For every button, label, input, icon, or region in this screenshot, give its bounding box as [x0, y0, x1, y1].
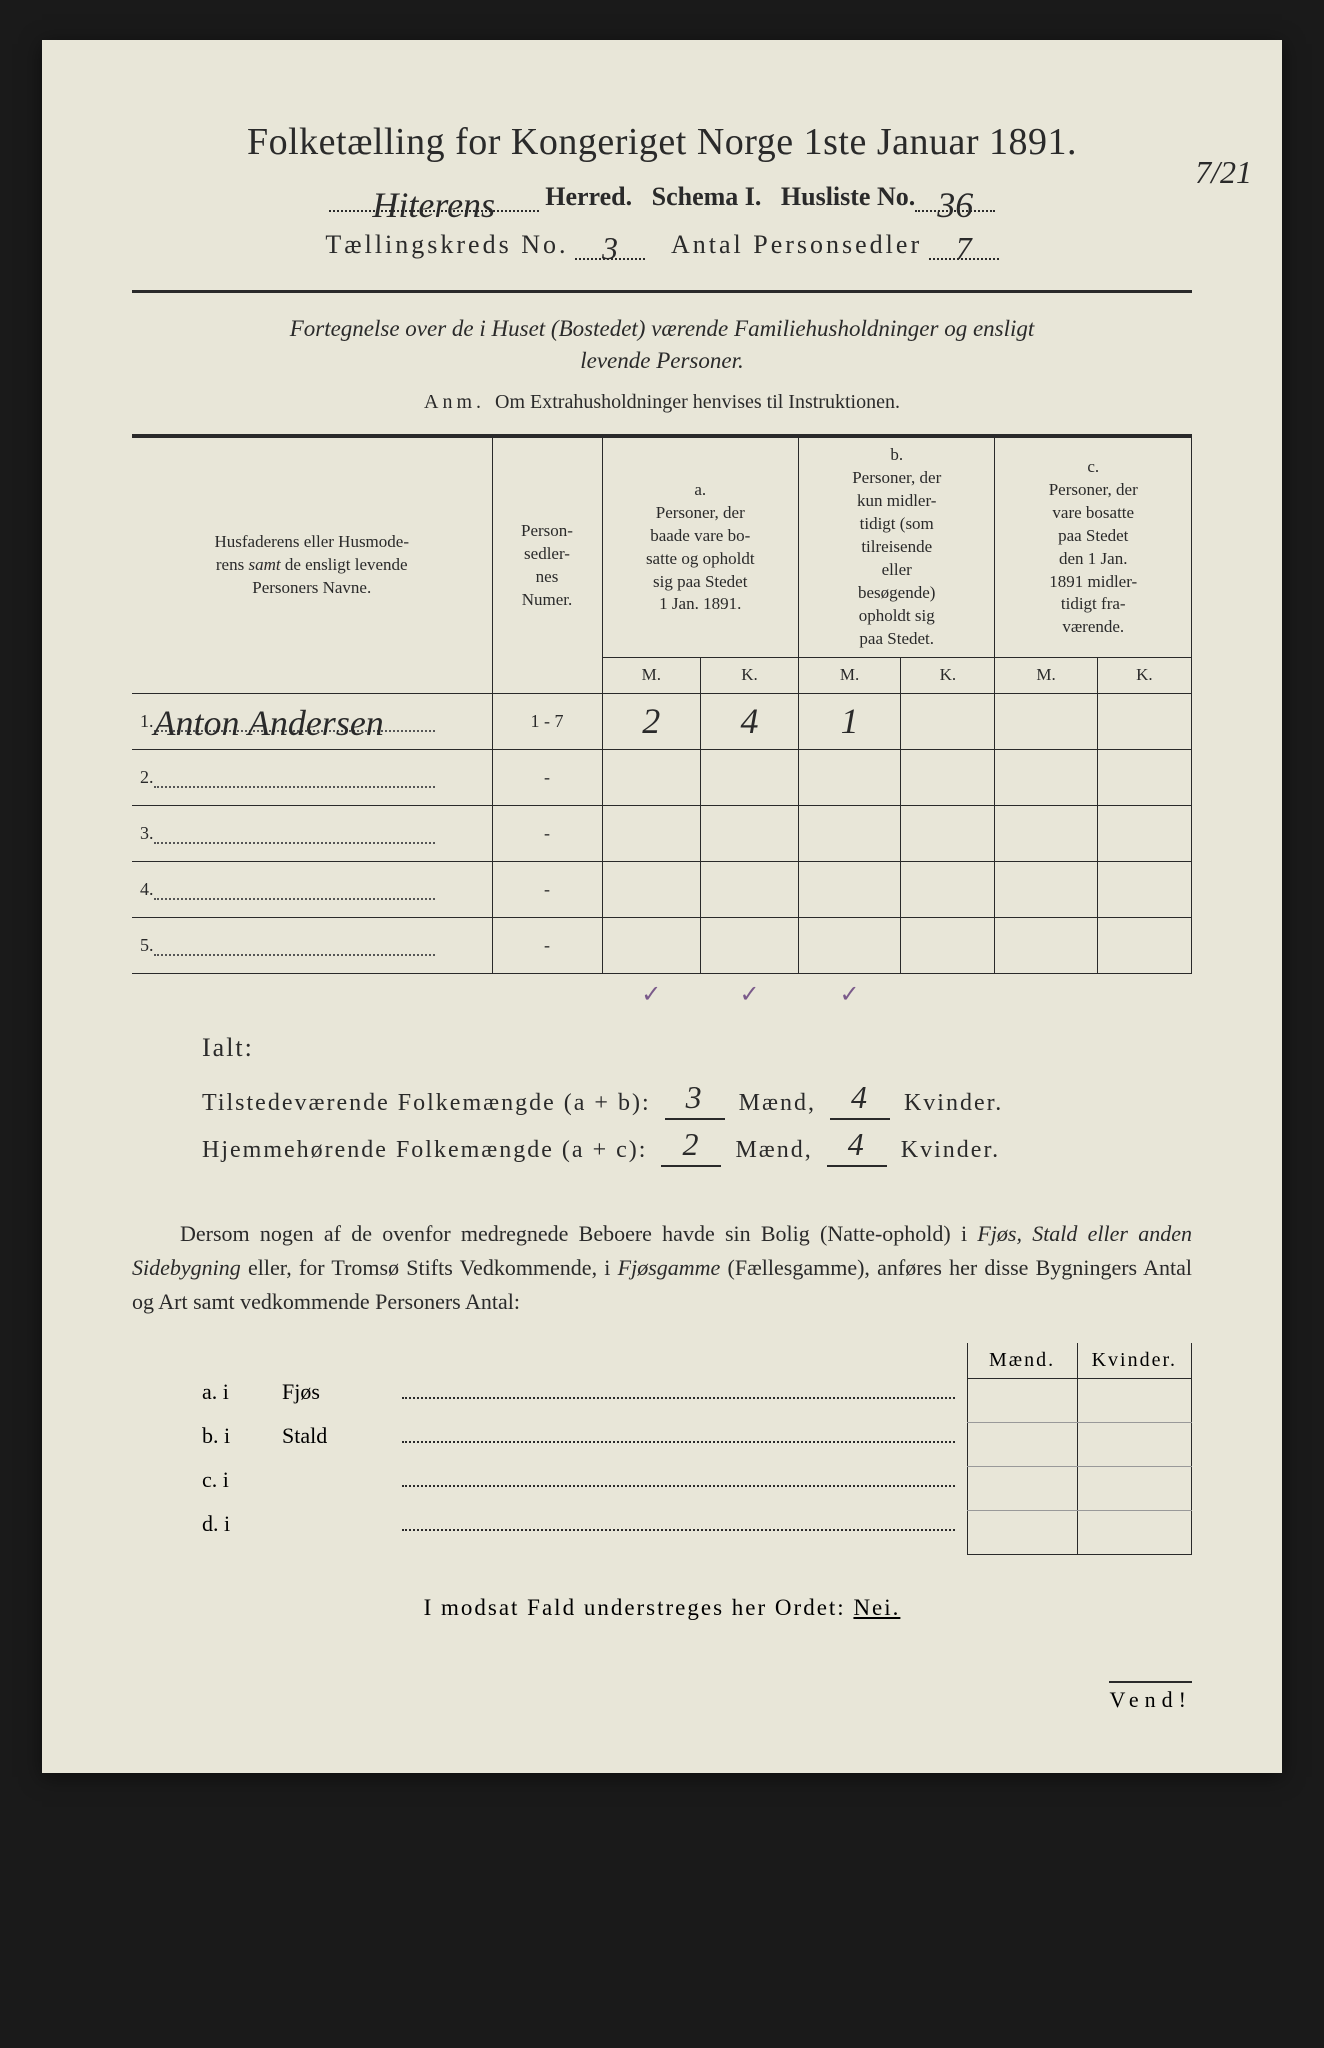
th-personsedler: Person-sedler-nesNumer.: [492, 436, 602, 693]
table-row: 3. -: [132, 805, 1192, 861]
cell: [995, 693, 1097, 749]
name-value: Anton Andersen: [154, 703, 384, 743]
table-row: 1.Anton Andersen 1 - 7 2 4 1: [132, 693, 1192, 749]
fortegnelse-heading: Fortegnelse over de i Huset (Bostedet) v…: [132, 313, 1192, 377]
th-a-k: K.: [701, 657, 799, 693]
th-kvinder: Kvinder.: [1077, 1343, 1191, 1379]
mk-table: Mænd.Kvinder.: [967, 1343, 1192, 1555]
sb-row: c. i: [202, 1467, 955, 1493]
th-group-c: c. Personer, dervare bosattepaa Stedetde…: [995, 436, 1192, 657]
tilstedevaerende-line: Tilstedeværende Folkemængde (a + b): 3 M…: [202, 1081, 1192, 1120]
ialt-label: Ialt:: [202, 1033, 1192, 1063]
divider: [132, 290, 1192, 293]
th-a-m: M.: [602, 657, 701, 693]
cell: [1097, 693, 1191, 749]
vend-label: Vend!: [1109, 1681, 1192, 1713]
herred-label: Herred.: [545, 182, 632, 211]
cell: 2: [602, 693, 701, 749]
tkreds-label: Tællingskreds No.: [325, 230, 568, 259]
antal-value: 7: [956, 230, 972, 266]
husliste-label: Husliste No.: [781, 182, 915, 211]
census-form-page: 7/21 Folketælling for Kongeriget Norge 1…: [42, 40, 1282, 1773]
th-c-m: M.: [995, 657, 1097, 693]
sb-row: d. i: [202, 1511, 955, 1537]
anm-note: Anm. Om Extrahusholdninger henvises til …: [132, 391, 1192, 414]
header-line-2: Hiterens Herred. Schema I. Husliste No.3…: [132, 182, 1192, 212]
th-b-k: K.: [901, 657, 995, 693]
sb-row: a. i Fjøs: [202, 1379, 955, 1405]
sb-row: b. i Stald: [202, 1423, 955, 1449]
cell: 1: [798, 693, 900, 749]
th-group-b: b. Personer, derkun midler-tidigt (somti…: [798, 436, 994, 657]
schema-label: Schema I.: [652, 182, 762, 211]
cell: -: [492, 749, 602, 805]
hjemmehoerende-line: Hjemmehørende Folkemængde (a + c): 2 Mæn…: [202, 1128, 1192, 1167]
cell: 1 - 7: [492, 693, 602, 749]
table-row: 5. -: [132, 917, 1192, 973]
tkreds-value: 3: [602, 230, 618, 266]
table-row: 4. -: [132, 861, 1192, 917]
nei-line: I modsat Fald understreges her Ordet: Ne…: [132, 1595, 1192, 1621]
th-maend: Mænd.: [967, 1343, 1077, 1379]
margin-note: 7/21: [1195, 156, 1252, 193]
cell: 4: [701, 693, 799, 749]
header-line-3: Tællingskreds No. 3 Antal Personsedler 7: [132, 230, 1192, 260]
th-group-a: a. Personer, derbaade vare bo-satte og o…: [602, 436, 798, 657]
cell: -: [492, 861, 602, 917]
cell: -: [492, 917, 602, 973]
antal-label: Antal Personsedler: [671, 230, 922, 259]
main-title: Folketælling for Kongeriget Norge 1ste J…: [132, 120, 1192, 164]
cell: -: [492, 805, 602, 861]
herred-value: Hiterens: [372, 185, 495, 225]
table-row: 2. -: [132, 749, 1192, 805]
side-building-section: a. i Fjøs b. i Stald c. i d. i Mænd.K: [132, 1343, 1192, 1555]
th-b-m: M.: [798, 657, 900, 693]
th-names: Husfaderens eller Husmode-rens samt de e…: [132, 436, 492, 693]
check-row: ✓ ✓ ✓: [132, 973, 1192, 1015]
side-building-paragraph: Dersom nogen af de ovenfor medregnede Be…: [132, 1217, 1192, 1319]
census-table: Husfaderens eller Husmode-rens samt de e…: [132, 434, 1192, 1014]
husliste-value: 36: [937, 185, 973, 225]
th-c-k: K.: [1097, 657, 1191, 693]
cell: [901, 693, 995, 749]
